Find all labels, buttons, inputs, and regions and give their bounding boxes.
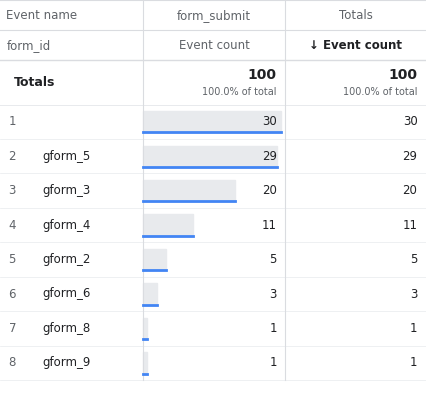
Text: 100.0% of total: 100.0% of total bbox=[343, 87, 417, 97]
Text: 1: 1 bbox=[410, 357, 417, 369]
Bar bbox=[0, 60, 426, 105]
Text: 8: 8 bbox=[9, 357, 16, 369]
Bar bbox=[0, 105, 426, 139]
Text: 20: 20 bbox=[403, 184, 417, 197]
Text: 7: 7 bbox=[9, 322, 16, 335]
Text: Event name: Event name bbox=[6, 9, 78, 21]
Text: gform_4: gform_4 bbox=[43, 219, 91, 231]
Text: 3: 3 bbox=[9, 184, 16, 197]
Bar bbox=[0, 346, 426, 380]
Bar bbox=[143, 249, 166, 270]
Text: gform_3: gform_3 bbox=[43, 184, 91, 197]
Text: gform_8: gform_8 bbox=[43, 322, 91, 335]
Bar bbox=[143, 318, 147, 339]
Bar bbox=[143, 180, 235, 201]
Text: 29: 29 bbox=[403, 150, 417, 163]
Text: 1: 1 bbox=[9, 116, 16, 128]
Text: gform_5: gform_5 bbox=[43, 150, 91, 163]
Text: Totals: Totals bbox=[13, 76, 55, 89]
Text: 5: 5 bbox=[9, 253, 16, 266]
Text: 1: 1 bbox=[410, 322, 417, 335]
Text: 1: 1 bbox=[269, 357, 277, 369]
Bar bbox=[0, 0, 426, 30]
Text: gform_2: gform_2 bbox=[43, 253, 91, 266]
Text: 29: 29 bbox=[262, 150, 277, 163]
Text: 100: 100 bbox=[248, 68, 277, 82]
Bar bbox=[0, 311, 426, 346]
Text: form_submit: form_submit bbox=[177, 9, 251, 21]
Text: form_id: form_id bbox=[6, 39, 51, 52]
Text: 2: 2 bbox=[9, 150, 16, 163]
Bar bbox=[143, 146, 276, 167]
Text: 1: 1 bbox=[269, 322, 277, 335]
Bar bbox=[0, 173, 426, 208]
Bar bbox=[0, 139, 426, 173]
Text: 100: 100 bbox=[389, 68, 417, 82]
Text: gform_6: gform_6 bbox=[43, 288, 91, 300]
Text: 20: 20 bbox=[262, 184, 277, 197]
Bar bbox=[143, 111, 281, 132]
Text: 30: 30 bbox=[262, 116, 277, 128]
Text: 5: 5 bbox=[410, 253, 417, 266]
Text: 100.0% of total: 100.0% of total bbox=[202, 87, 277, 97]
Text: gform_9: gform_9 bbox=[43, 357, 91, 369]
Bar bbox=[0, 242, 426, 277]
Text: 3: 3 bbox=[410, 288, 417, 300]
Bar bbox=[0, 277, 426, 311]
Text: 3: 3 bbox=[270, 288, 277, 300]
Bar bbox=[0, 208, 426, 242]
Text: 4: 4 bbox=[9, 219, 16, 231]
Text: 30: 30 bbox=[403, 116, 417, 128]
Text: Event count: Event count bbox=[178, 39, 250, 52]
Bar bbox=[143, 215, 193, 236]
Text: 6: 6 bbox=[9, 288, 16, 300]
Text: 11: 11 bbox=[262, 219, 277, 231]
Text: 11: 11 bbox=[403, 219, 417, 231]
Bar bbox=[143, 284, 156, 304]
Bar bbox=[143, 352, 147, 373]
Text: Totals: Totals bbox=[339, 9, 373, 21]
Text: 5: 5 bbox=[270, 253, 277, 266]
Text: ↓ Event count: ↓ Event count bbox=[309, 39, 402, 52]
Bar bbox=[0, 30, 426, 60]
